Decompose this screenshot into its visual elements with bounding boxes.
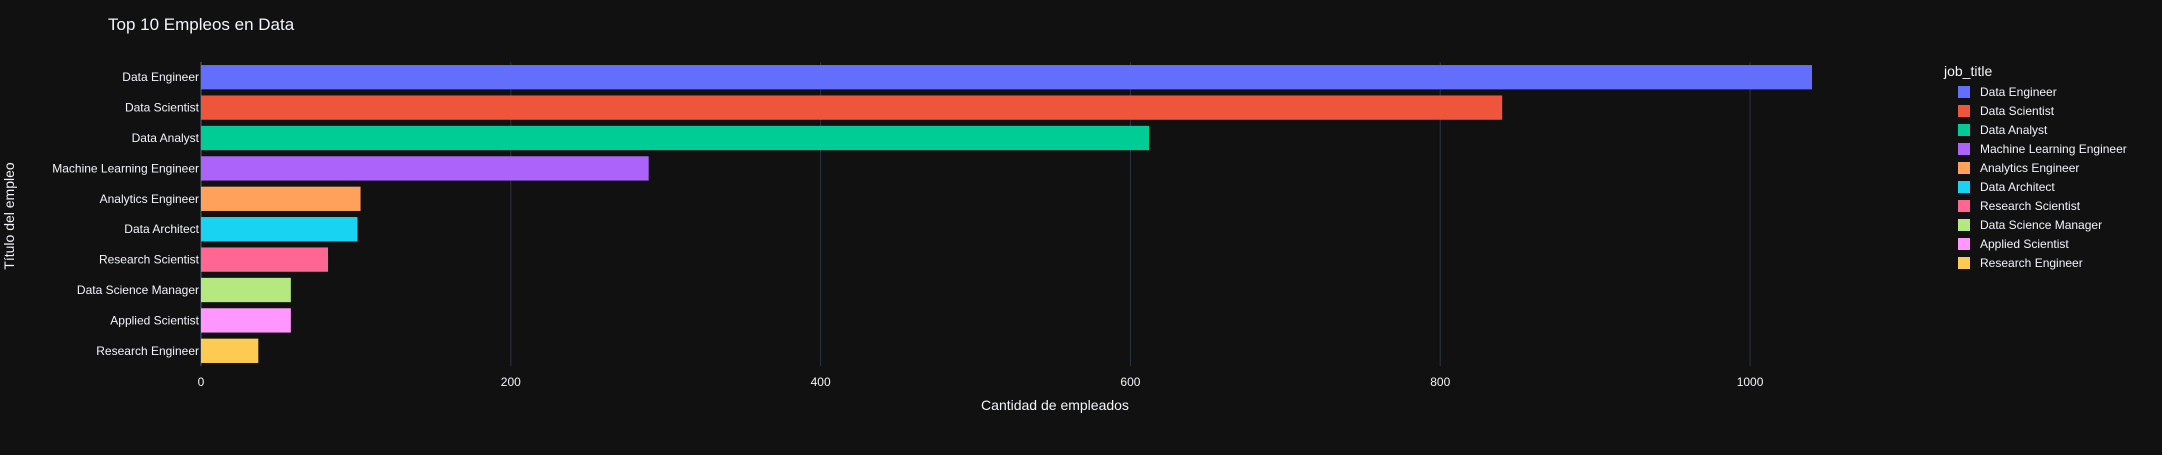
legend-item[interactable]: Data Science Manager [1958, 218, 2102, 232]
y-tick-label: Data Science Manager [77, 283, 199, 297]
legend-label: Data Engineer [1980, 85, 2057, 99]
legend-item[interactable]: Data Analyst [1958, 123, 2048, 137]
bar[interactable] [201, 156, 649, 181]
bar[interactable] [201, 338, 259, 363]
legend-label: Analytics Engineer [1980, 161, 2079, 175]
legend-item[interactable]: Applied Scientist [1958, 237, 2069, 251]
y-tick-label: Data Analyst [132, 131, 200, 145]
bar[interactable] [201, 217, 358, 242]
y-tick-label: Data Engineer [122, 70, 199, 84]
x-tick-label: 800 [1430, 375, 1450, 389]
legend-items: Data Engineer Data Scientist Data Analyst M… [1958, 85, 2127, 270]
chart-title: Top 10 Empleos en Data [108, 15, 295, 34]
bar[interactable] [201, 95, 1503, 120]
y-tick-label: Research Engineer [96, 344, 199, 358]
legend-label: Applied Scientist [1980, 237, 2069, 251]
legend-label: Data Architect [1980, 180, 2055, 194]
x-axis-title: Cantidad de empleados [981, 397, 1129, 413]
y-tick-label: Data Scientist [125, 101, 200, 115]
legend-item[interactable]: Analytics Engineer [1958, 161, 2079, 175]
legend-title: job_title [1943, 63, 1992, 79]
legend-swatch [1958, 143, 1970, 155]
x-tick-label: 1000 [1737, 375, 1764, 389]
x-tick-label: 200 [501, 375, 521, 389]
bar[interactable] [201, 308, 291, 333]
legend-swatch [1958, 257, 1970, 269]
legend-item[interactable]: Data Architect [1958, 180, 2055, 194]
legend-label: Machine Learning Engineer [1980, 142, 2127, 156]
legend-item[interactable]: Machine Learning Engineer [1958, 142, 2127, 156]
legend-swatch [1958, 238, 1970, 250]
legend-label: Data Analyst [1980, 123, 2048, 137]
x-tick-labels: 0 200 400 600 800 1000 [198, 375, 1764, 389]
y-tick-label: Analytics Engineer [100, 192, 199, 206]
y-tick-label: Data Architect [124, 222, 199, 236]
bar[interactable] [201, 247, 329, 272]
legend-swatch [1958, 181, 1970, 193]
bars [201, 65, 1813, 363]
legend-label: Data Science Manager [1980, 218, 2102, 232]
legend-label: Research Scientist [1980, 199, 2081, 213]
y-axis-title: Título del empleo [1, 162, 17, 270]
y-tick-label: Machine Learning Engineer [52, 161, 199, 175]
legend-item[interactable]: Research Scientist [1958, 199, 2081, 213]
x-tick-label: 400 [811, 375, 831, 389]
legend-item[interactable]: Data Engineer [1958, 85, 2057, 99]
legend-swatch [1958, 86, 1970, 98]
x-tick-label: 0 [198, 375, 205, 389]
x-tick-label: 600 [1120, 375, 1140, 389]
bar[interactable] [201, 277, 291, 303]
legend-swatch [1958, 219, 1970, 231]
y-tick-labels: Data Engineer Data Scientist Data Analyst M… [52, 70, 199, 358]
legend-label: Research Engineer [1980, 256, 2083, 270]
legend-swatch [1958, 162, 1970, 174]
legend-item[interactable]: Data Scientist [1958, 104, 2055, 118]
legend-swatch [1958, 105, 1970, 117]
y-tick-label: Applied Scientist [110, 313, 199, 327]
legend-item[interactable]: Research Engineer [1958, 256, 2083, 270]
bar[interactable] [201, 186, 361, 211]
legend-swatch [1958, 124, 1970, 136]
bar[interactable] [201, 65, 1813, 90]
legend-swatch [1958, 200, 1970, 212]
legend-label: Data Scientist [1980, 104, 2055, 118]
y-tick-label: Research Scientist [99, 253, 200, 267]
bar[interactable] [201, 125, 1150, 151]
